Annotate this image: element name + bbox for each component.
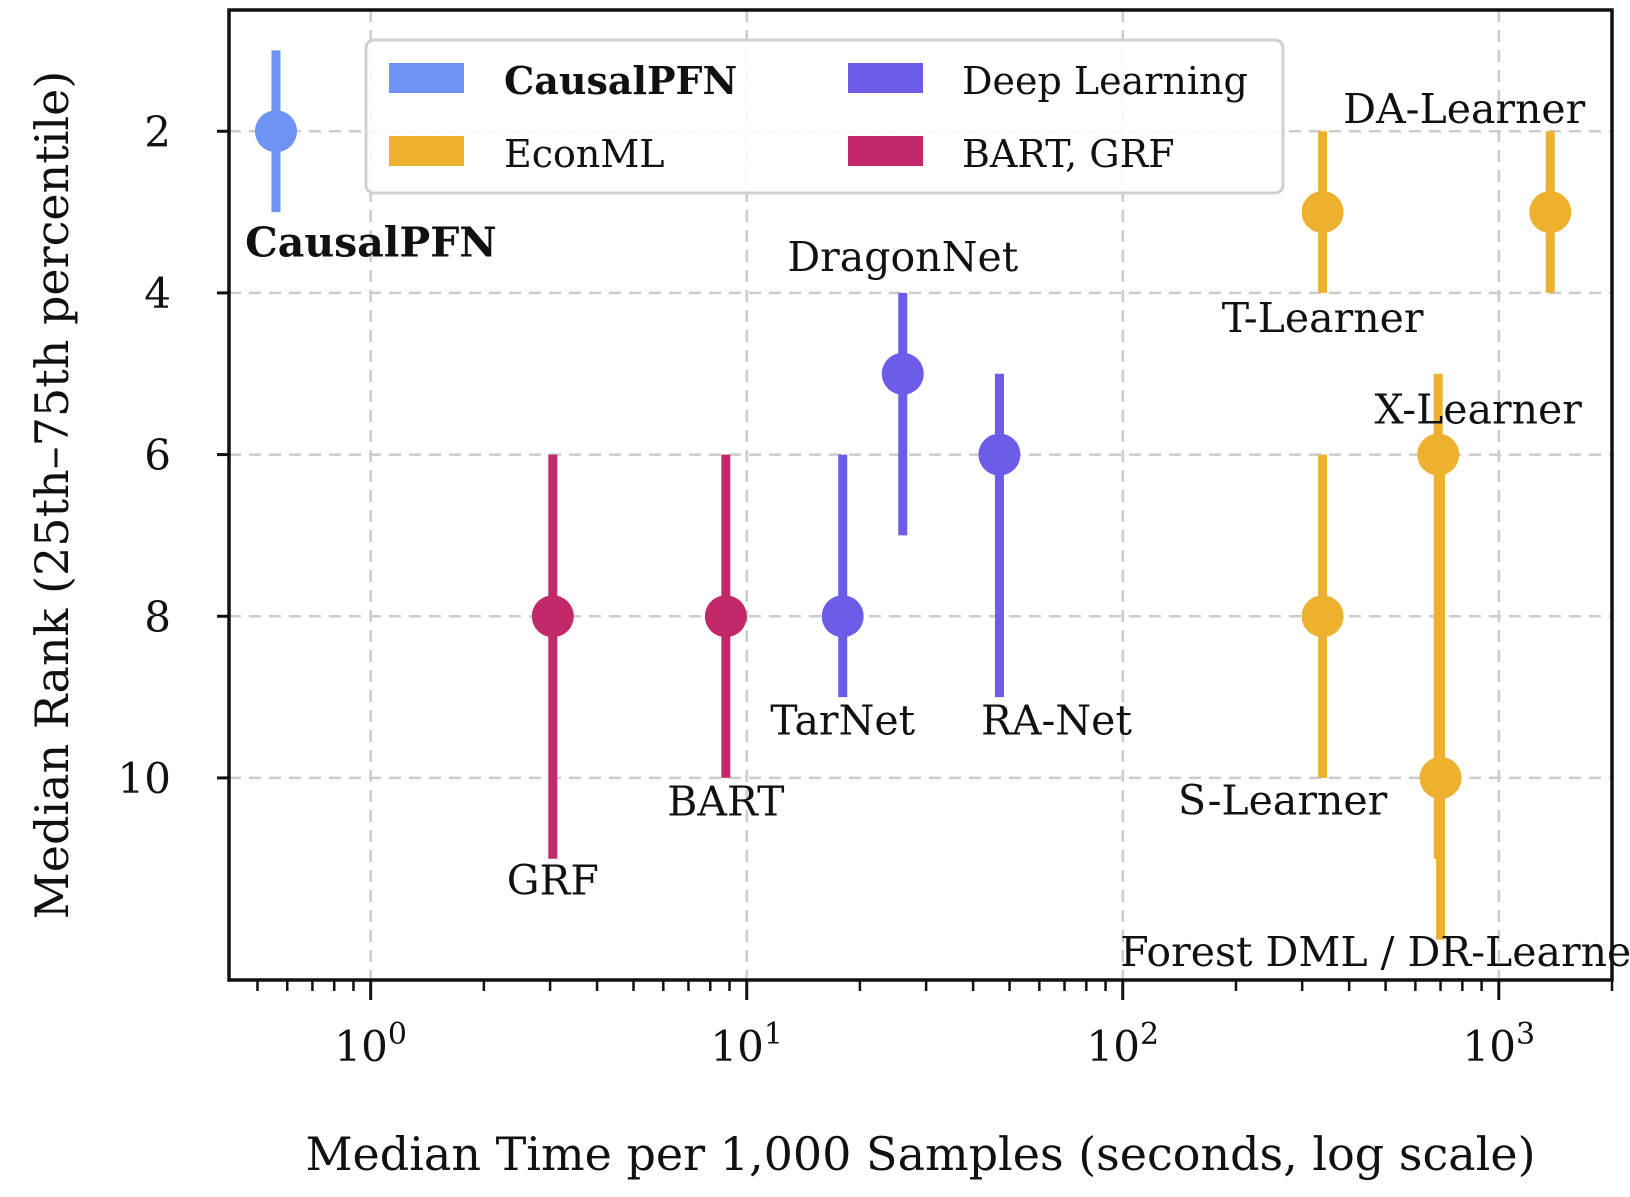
y-tick-label: 8 bbox=[144, 592, 171, 641]
y-tick-label: 10 bbox=[118, 754, 171, 803]
x-tick-label: 102 bbox=[1086, 1017, 1159, 1071]
plot-frame bbox=[227, 8, 1614, 982]
point-label-tarnet: TarNet bbox=[770, 696, 915, 744]
legend-label-econml: EconML bbox=[504, 132, 665, 176]
x-axis-label: Median Time per 1,000 Samples (seconds, … bbox=[305, 1127, 1535, 1181]
legend-swatch-bart-grf bbox=[848, 136, 923, 166]
marker-forest-dml-dr-learner bbox=[1419, 756, 1462, 799]
y-tick-label: 6 bbox=[144, 431, 171, 480]
marker-bart bbox=[704, 595, 747, 638]
legend-swatch-econml bbox=[389, 136, 464, 166]
y-tick-label: 2 bbox=[144, 107, 171, 156]
point-label-x-learner: X-Learner bbox=[1375, 386, 1583, 434]
point-label-forest-dml-dr-learner: Forest DML / DR-Learner bbox=[1120, 928, 1630, 976]
point-label-s-learner: S-Learner bbox=[1178, 776, 1388, 824]
legend-swatch-causalpfn bbox=[389, 63, 464, 93]
marker-t-learner bbox=[1301, 191, 1344, 234]
y-tick-label: 4 bbox=[144, 269, 171, 318]
point-label-t-learner: T-Learner bbox=[1222, 294, 1424, 342]
marker-s-learner bbox=[1301, 595, 1344, 638]
point-labels: CausalPFN GRF BART TarNet DragonNet RA-Net T-L… bbox=[245, 85, 1630, 976]
point-label-grf: GRF bbox=[507, 856, 599, 904]
point-label-bart: BART bbox=[667, 777, 784, 825]
legend-label-causalpfn: CausalPFN bbox=[504, 58, 737, 103]
marker-dragonnet bbox=[881, 352, 924, 395]
x-tick-label: 101 bbox=[710, 1017, 783, 1071]
marker-grf bbox=[531, 595, 574, 638]
point-label-causalpfn: CausalPFN bbox=[245, 218, 497, 266]
marker-tarnet bbox=[821, 595, 864, 638]
axis-ticks: 2 4 6 8 10 100 101 102 103 bbox=[118, 107, 1614, 1071]
point-label-da-learner: DA-Learner bbox=[1343, 85, 1586, 133]
marker-causalpfn bbox=[254, 110, 297, 153]
point-label-ra-net: RA-Net bbox=[981, 697, 1132, 745]
marker-ra-net bbox=[978, 433, 1021, 476]
y-axis-label: Median Rank (25th–75th percentile) bbox=[25, 71, 79, 920]
x-tick-label: 100 bbox=[334, 1017, 407, 1071]
series-layer bbox=[254, 50, 1572, 940]
legend-label-deep-learning: Deep Learning bbox=[962, 59, 1248, 103]
legend-label-bart-grf: BART, GRF bbox=[962, 132, 1175, 176]
legend-box bbox=[364, 38, 1285, 195]
marker-da-learner bbox=[1529, 191, 1572, 234]
x-tick-label: 103 bbox=[1463, 1017, 1536, 1071]
point-label-dragonnet: DragonNet bbox=[787, 233, 1018, 281]
legend: CausalPFN Deep Learning EconML BART, GRF bbox=[364, 38, 1285, 195]
legend-swatch-deep-learning bbox=[848, 63, 923, 93]
